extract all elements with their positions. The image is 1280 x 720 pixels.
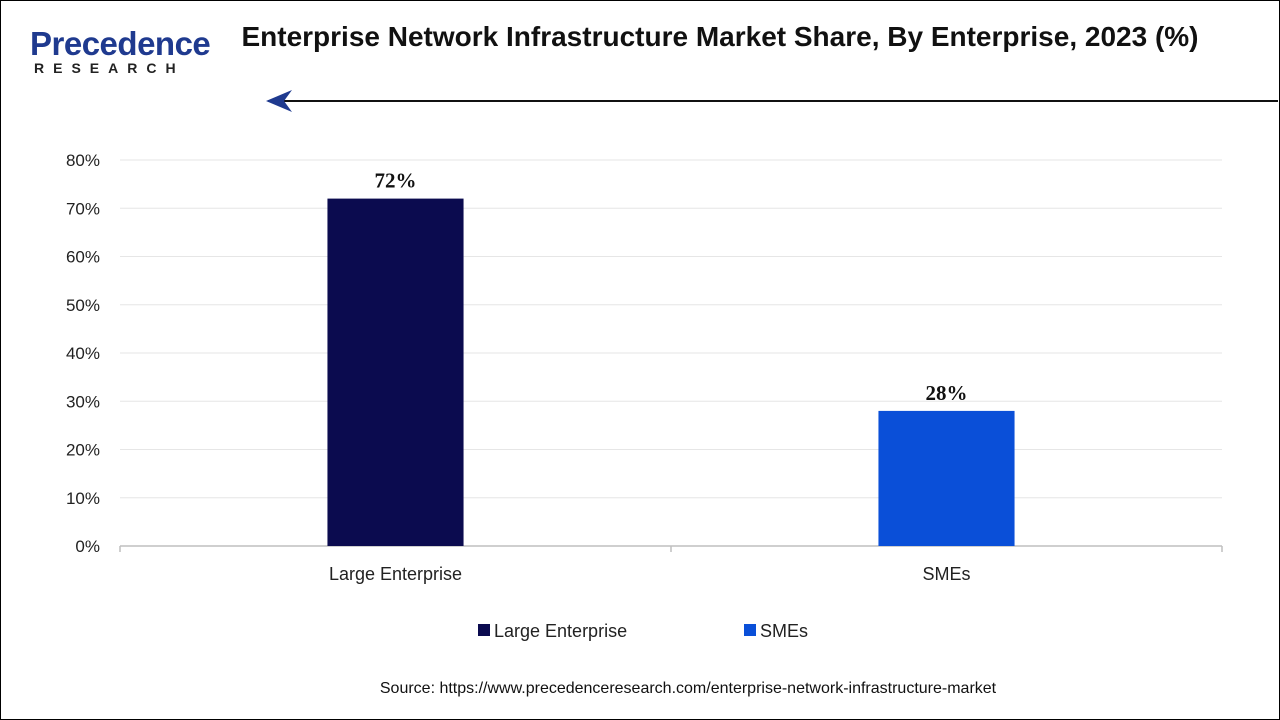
y-tick-label: 40%: [66, 344, 100, 363]
y-tick-label: 80%: [66, 151, 100, 170]
bar-smes: [878, 410, 1015, 546]
data-label: 28%: [926, 381, 968, 405]
title-underline: [268, 100, 1278, 102]
legend-label: Large Enterprise: [494, 621, 627, 641]
y-tick-label: 70%: [66, 199, 100, 218]
legend-swatch: [744, 624, 756, 636]
legend-swatch: [478, 624, 490, 636]
logo-wordmark: Precedence: [30, 25, 211, 62]
y-tick-label: 0%: [75, 537, 100, 556]
logo-subtext: RESEARCH: [34, 60, 185, 76]
left-arrow-icon: [266, 90, 292, 112]
data-label: 72%: [375, 169, 417, 193]
y-tick-label: 30%: [66, 392, 100, 411]
x-tick-label: SMEs: [922, 564, 970, 584]
y-tick-label: 60%: [66, 248, 100, 267]
x-tick-label: Large Enterprise: [329, 564, 462, 584]
chart-title: Enterprise Network Infrastructure Market…: [241, 21, 1199, 52]
y-tick-label: 10%: [66, 489, 100, 508]
bar-large-enterprise: [327, 198, 464, 546]
precedence-research-logo: Precedence RESEARCH: [28, 24, 228, 80]
y-tick-label: 50%: [66, 296, 100, 315]
legend-label: SMEs: [760, 621, 808, 641]
y-tick-label: 20%: [66, 441, 100, 460]
source-note: Source: https://www.precedenceresearch.c…: [379, 680, 997, 697]
